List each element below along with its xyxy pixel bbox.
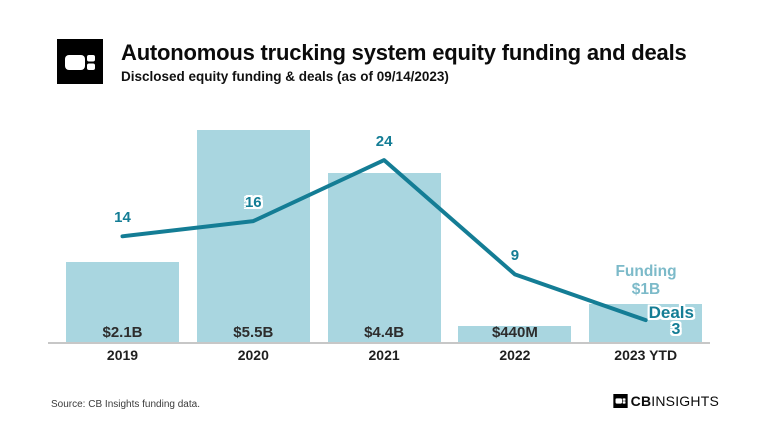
- x-axis-label: 2021: [368, 347, 400, 363]
- funding-last-value: $1B: [631, 281, 661, 298]
- deals-last-value: 3: [671, 321, 681, 338]
- x-axis-label: 2019: [106, 347, 139, 363]
- footer-brand-cb: CB: [630, 393, 652, 409]
- funding-bar-2022: [458, 325, 572, 343]
- cbinsights-logo-icon: [57, 39, 103, 84]
- deals-series-label: Deals: [648, 303, 694, 322]
- funding-series-label: Funding: [615, 263, 677, 280]
- funding-bar-2020: [196, 130, 310, 343]
- source-note: Source: CB Insights funding data.: [51, 399, 200, 410]
- funding-bar-2021: [327, 172, 441, 343]
- deals-value-label: 14: [114, 209, 131, 227]
- x-axis-label: 2023 YTD: [614, 347, 678, 363]
- funding-value-label: $440M: [491, 324, 538, 341]
- x-axis-label: 2020: [237, 347, 269, 363]
- deals-value-label: 9: [510, 247, 520, 265]
- cbinsights-logo-small-icon: [613, 394, 628, 408]
- footer-brand-text: CBINSIGHTS: [631, 393, 719, 409]
- x-axis-label: 2022: [499, 347, 531, 363]
- funding-value-label: $4.4B: [364, 324, 405, 341]
- footer-brand-insights: INSIGHTS: [651, 393, 719, 409]
- x-axis-line: [48, 342, 710, 344]
- deals-value-label: 16: [244, 194, 262, 212]
- funding-last-point-annotation: Funding $1B: [586, 263, 706, 299]
- deals-value-label: 24: [375, 133, 393, 151]
- page-title: Autonomous trucking system equity fundin…: [121, 40, 687, 65]
- funding-value-label: $5.5B: [233, 324, 274, 341]
- footer-brand: CBINSIGHTS: [613, 393, 719, 409]
- funding-value-label: $2.1B: [102, 324, 143, 341]
- page-subtitle: Disclosed equity funding & deals (as of …: [121, 69, 449, 84]
